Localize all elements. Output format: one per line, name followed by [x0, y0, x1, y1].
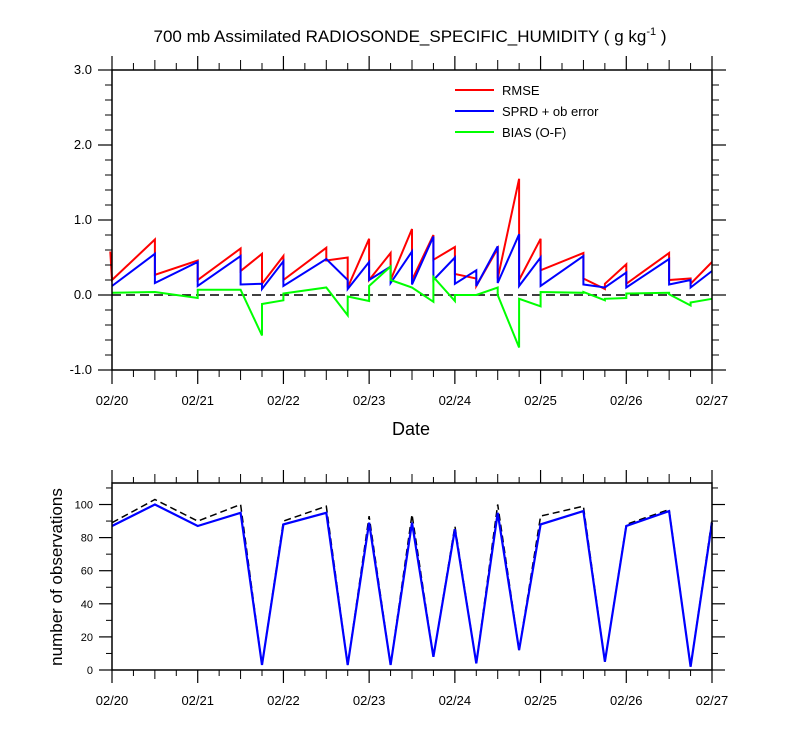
series-rmse: [109, 178, 713, 291]
x-tick-label: 02/21: [181, 393, 214, 408]
x-tick-label: 02/27: [696, 393, 729, 408]
y-tick-label: 0.0: [74, 287, 92, 302]
x-tick-label: 02/20: [96, 393, 129, 408]
top-y-tick-labels: -1.0 0.0 1.0 2.0 3.0: [70, 62, 92, 377]
legend-item-bias-o-f: BIAS (O-F): [455, 125, 566, 140]
series-sprd-ob-error: [111, 233, 713, 292]
legend-item-rmse: RMSE: [455, 83, 540, 98]
bias-o-f-line: [111, 264, 713, 348]
bottom-series-group: [111, 498, 714, 667]
x-tick-label: 02/24: [439, 393, 472, 408]
chart-title: 700 mb Assimilated RADIOSONDE_SPECIFIC_H…: [154, 26, 667, 46]
x-tick-label: 02/26: [610, 393, 643, 408]
y-tick-label: 2.0: [74, 137, 92, 152]
bottom-plot-frame: [111, 482, 713, 671]
x-tick-label: 02/20: [96, 693, 129, 708]
y-tick-label: 3.0: [74, 62, 92, 77]
bottom-x-tick-labels: 02/20 02/21 02/22 02/23 02/24 02/25 02/26 02/27: [96, 693, 729, 708]
x-tick-label: 02/25: [524, 393, 557, 408]
x-tick-label: 02/26: [610, 693, 643, 708]
y-tick-label: 20: [81, 632, 93, 644]
x-tick-label: 02/27: [696, 693, 729, 708]
legend-label: BIAS (O-F): [502, 125, 566, 140]
y-tick-label: 100: [75, 500, 93, 512]
legend-label: SPRD + ob error: [502, 104, 599, 119]
x-tick-label: 02/23: [353, 693, 386, 708]
y-tick-label: 80: [81, 533, 93, 545]
rmse-bias-chart: -1.00.01.02.03.0 02/20 02/21 02/22 02/23 02/…: [70, 56, 729, 439]
top-x-tick-labels: 02/20 02/21 02/22 02/23 02/24 02/25 02/26 02/27: [96, 393, 729, 408]
legend-item-sprd-ob-error: SPRD + ob error: [455, 104, 599, 119]
chart-title-suffix: ): [656, 27, 666, 46]
series-bias-o-f: [111, 264, 713, 348]
x-tick-label: 02/21: [181, 693, 214, 708]
top-plot-frame: [111, 69, 713, 371]
x-tick-label: 02/22: [267, 693, 300, 708]
x-tick-label: 02/25: [524, 693, 557, 708]
chart-title-superscript: -1: [646, 26, 656, 38]
y-axis-label: number of observations: [47, 488, 66, 666]
top-axis-ticks: [98, 56, 726, 384]
chart-title-main: 700 mb Assimilated RADIOSONDE_SPECIFIC_H…: [154, 27, 647, 46]
assimilated-observations-line: [111, 503, 714, 667]
legend-label: RMSE: [502, 83, 540, 98]
top-series-group: [109, 178, 713, 348]
y-tick-label: 40: [81, 599, 93, 611]
sprd-ob-error-line: [111, 233, 713, 292]
y-tick-label: 0: [87, 665, 93, 677]
bottom-y-tick-labels: 0 20 40 60 80 100: [75, 500, 93, 677]
y-tick-label: 60: [81, 566, 93, 578]
y-tick-label: 1.0: [74, 212, 92, 227]
x-tick-label: 02/24: [439, 693, 472, 708]
x-axis-label: Date: [392, 419, 430, 439]
x-tick-label: 02/23: [353, 393, 386, 408]
y-tick-label: -1.0: [70, 362, 92, 377]
legend: RMSE SPRD + ob error BIAS (O-F): [455, 83, 599, 140]
series-assimilated-observations: [111, 503, 714, 667]
rmse-line: [109, 178, 713, 291]
bottom-axis-ticks: [99, 470, 725, 683]
x-tick-label: 02/22: [267, 393, 300, 408]
